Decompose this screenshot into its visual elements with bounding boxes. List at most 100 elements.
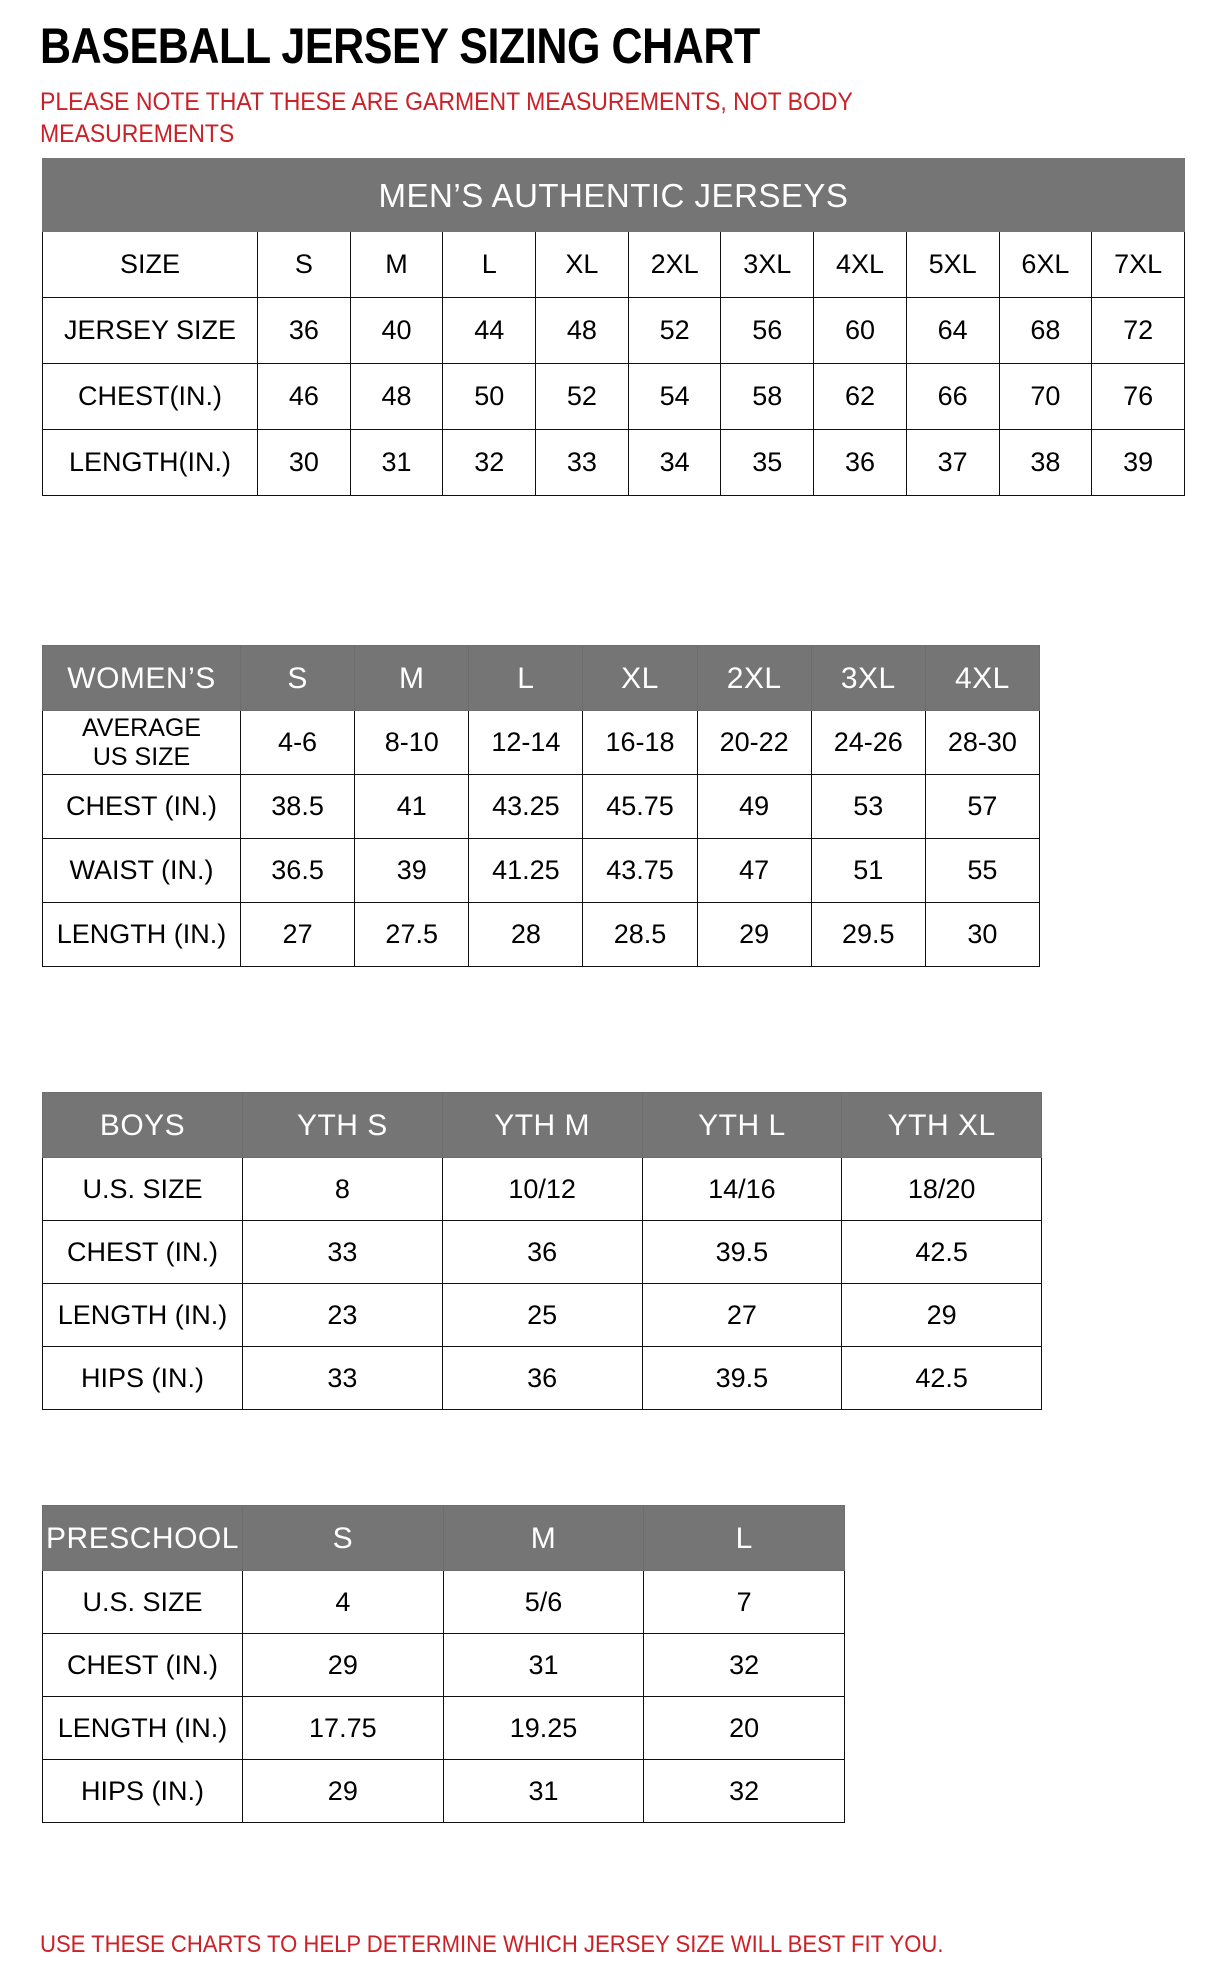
column-header-3xl: 3XL	[810, 645, 926, 711]
page-title: BASEBALL JERSEY SIZING CHART	[40, 18, 760, 74]
table-cell: 36	[257, 297, 351, 364]
table-cell: 31	[442, 1633, 645, 1697]
table-cell: 7	[643, 1570, 845, 1634]
table-row: CHEST (IN.) 33 36 39.5 42.5	[42, 1220, 1042, 1284]
column-header-m: M	[349, 231, 444, 298]
table-cell: 53	[810, 774, 926, 839]
table-cell: 31	[442, 1759, 645, 1823]
table-cell: 70	[998, 363, 1093, 430]
table-row: CHEST(IN.) 46 48 50 52 54 58 62 66 70 76	[42, 363, 1185, 430]
row-label: CHEST (IN.)	[42, 1633, 243, 1697]
table-cell: 39.5	[641, 1220, 843, 1284]
column-header-5xl: 5XL	[905, 231, 1000, 298]
table-cell: 35	[720, 429, 815, 496]
table-cell: 66	[905, 363, 1000, 430]
garment-measurement-note: PLEASE NOTE THAT THESE ARE GARMENT MEASU…	[40, 88, 853, 148]
table-cell: 40	[349, 297, 444, 364]
column-header-s: S	[242, 1505, 444, 1571]
table-cell: 43.25	[468, 774, 584, 839]
table-cell: 68	[998, 297, 1093, 364]
table-cell: 29	[841, 1283, 1042, 1347]
table-cell: 33	[242, 1220, 443, 1284]
table-row: LENGTH (IN.) 27 27.5 28 28.5 29 29.5 30	[42, 902, 1041, 967]
table-row: WAIST (IN.) 36.5 39 41.25 43.75 47 51 55	[42, 838, 1041, 903]
table-cell: 32	[643, 1759, 845, 1823]
table-cell: 29	[696, 902, 812, 967]
table-cell: 4-6	[239, 710, 356, 775]
table-cell: 31	[349, 429, 444, 496]
table-cell: 42.5	[841, 1220, 1042, 1284]
column-header-m: M	[354, 645, 470, 711]
table-cell: 27	[239, 902, 356, 967]
table-cell: 39	[1091, 429, 1185, 496]
table-cell: 36.5	[239, 838, 356, 903]
table-cell: 58	[720, 363, 815, 430]
table-cell: 8-10	[354, 710, 470, 775]
table-cell: 57	[924, 774, 1041, 839]
table-row: LENGTH (IN.) 17.75 19.25 20	[42, 1696, 845, 1760]
column-header-yth-l: YTH L	[641, 1092, 843, 1158]
table-cell: 12-14	[468, 710, 584, 775]
table-cell: 45.75	[582, 774, 698, 839]
table-cell: 29.5	[810, 902, 926, 967]
column-header-m: M	[442, 1505, 645, 1571]
row-label: CHEST(IN.)	[42, 363, 258, 430]
table-cell: 27	[641, 1283, 843, 1347]
table-cell: 50	[442, 363, 537, 430]
table-cell: 76	[1091, 363, 1185, 430]
table-cell: 54	[627, 363, 722, 430]
column-header-yth-s: YTH S	[242, 1092, 443, 1158]
table-header-row: SIZE S M L XL 2XL 3XL 4XL 5XL 6XL 7XL	[42, 231, 1185, 298]
row-label: HIPS (IN.)	[42, 1759, 243, 1823]
table-cell: 37	[905, 429, 1000, 496]
table-cell: 29	[242, 1633, 444, 1697]
row-label: HIPS (IN.)	[42, 1346, 243, 1410]
row-label-line: US SIZE	[92, 742, 191, 771]
column-header-s: S	[239, 645, 356, 711]
row-label-line: AVERAGE	[81, 713, 202, 742]
table-cell: 52	[535, 363, 629, 430]
table-cell: 5/6	[442, 1570, 645, 1634]
table-cell: 20	[643, 1696, 845, 1760]
table-row: U.S. SIZE 4 5/6 7	[42, 1570, 845, 1634]
table-cell: 28-30	[924, 710, 1041, 775]
table-cell: 24-26	[810, 710, 926, 775]
table-cell: 48	[349, 363, 444, 430]
column-header-yth-m: YTH M	[441, 1092, 643, 1158]
table-cell: 42.5	[841, 1346, 1042, 1410]
table-row: HIPS (IN.) 29 31 32	[42, 1759, 845, 1823]
table-cell: 36	[441, 1346, 643, 1410]
table-cell: 19.25	[442, 1696, 645, 1760]
table-cell: 28.5	[582, 902, 698, 967]
table-cell: 4	[242, 1570, 444, 1634]
table-cell: 41.25	[468, 838, 584, 903]
row-label: U.S. SIZE	[42, 1570, 243, 1634]
column-header-l: L	[468, 645, 584, 711]
table-cell: 36	[813, 429, 907, 496]
table-cell: 55	[924, 838, 1041, 903]
column-header-l: L	[442, 231, 537, 298]
table-cell: 49	[696, 774, 812, 839]
table-cell: 30	[257, 429, 351, 496]
table-cell: 36	[441, 1220, 643, 1284]
boys-table-body: BOYS YTH S YTH M YTH L YTH XL U.S. SIZE 8 10/12…	[42, 1092, 1042, 1410]
column-header-boys: BOYS	[42, 1092, 243, 1158]
boys-sizing-table: BOYS YTH S YTH M YTH L YTH XL U.S. SIZE 8 10/12…	[42, 1092, 1042, 1410]
table-cell: 41	[354, 774, 470, 839]
table-row: AVERAGE US SIZE 4-6 8-10 12-14 16-18 20-22 24-2…	[42, 710, 1041, 775]
row-label: LENGTH (IN.)	[42, 1283, 243, 1347]
table-row: CHEST (IN.) 29 31 32	[42, 1633, 845, 1697]
column-header-women-s: WOMEN’S	[42, 645, 241, 711]
column-header-yth-xl: YTH XL	[841, 1092, 1042, 1158]
table-cell: 23	[242, 1283, 443, 1347]
table-cell: 48	[535, 297, 629, 364]
table-cell: 52	[627, 297, 722, 364]
table-cell: 17.75	[242, 1696, 444, 1760]
table-cell: 10/12	[441, 1157, 643, 1221]
table-cell: 8	[242, 1157, 443, 1221]
table-cell: 20-22	[696, 710, 812, 775]
table-header-row: BOYS YTH S YTH M YTH L YTH XL	[42, 1092, 1042, 1158]
womens-table-body: WOMEN’S S M L XL 2XL 3XL 4XL AVERAGE US SIZE 4-6 8-…	[42, 645, 1041, 967]
column-header-2xl: 2XL	[696, 645, 812, 711]
row-label: LENGTH (IN.)	[42, 902, 241, 967]
